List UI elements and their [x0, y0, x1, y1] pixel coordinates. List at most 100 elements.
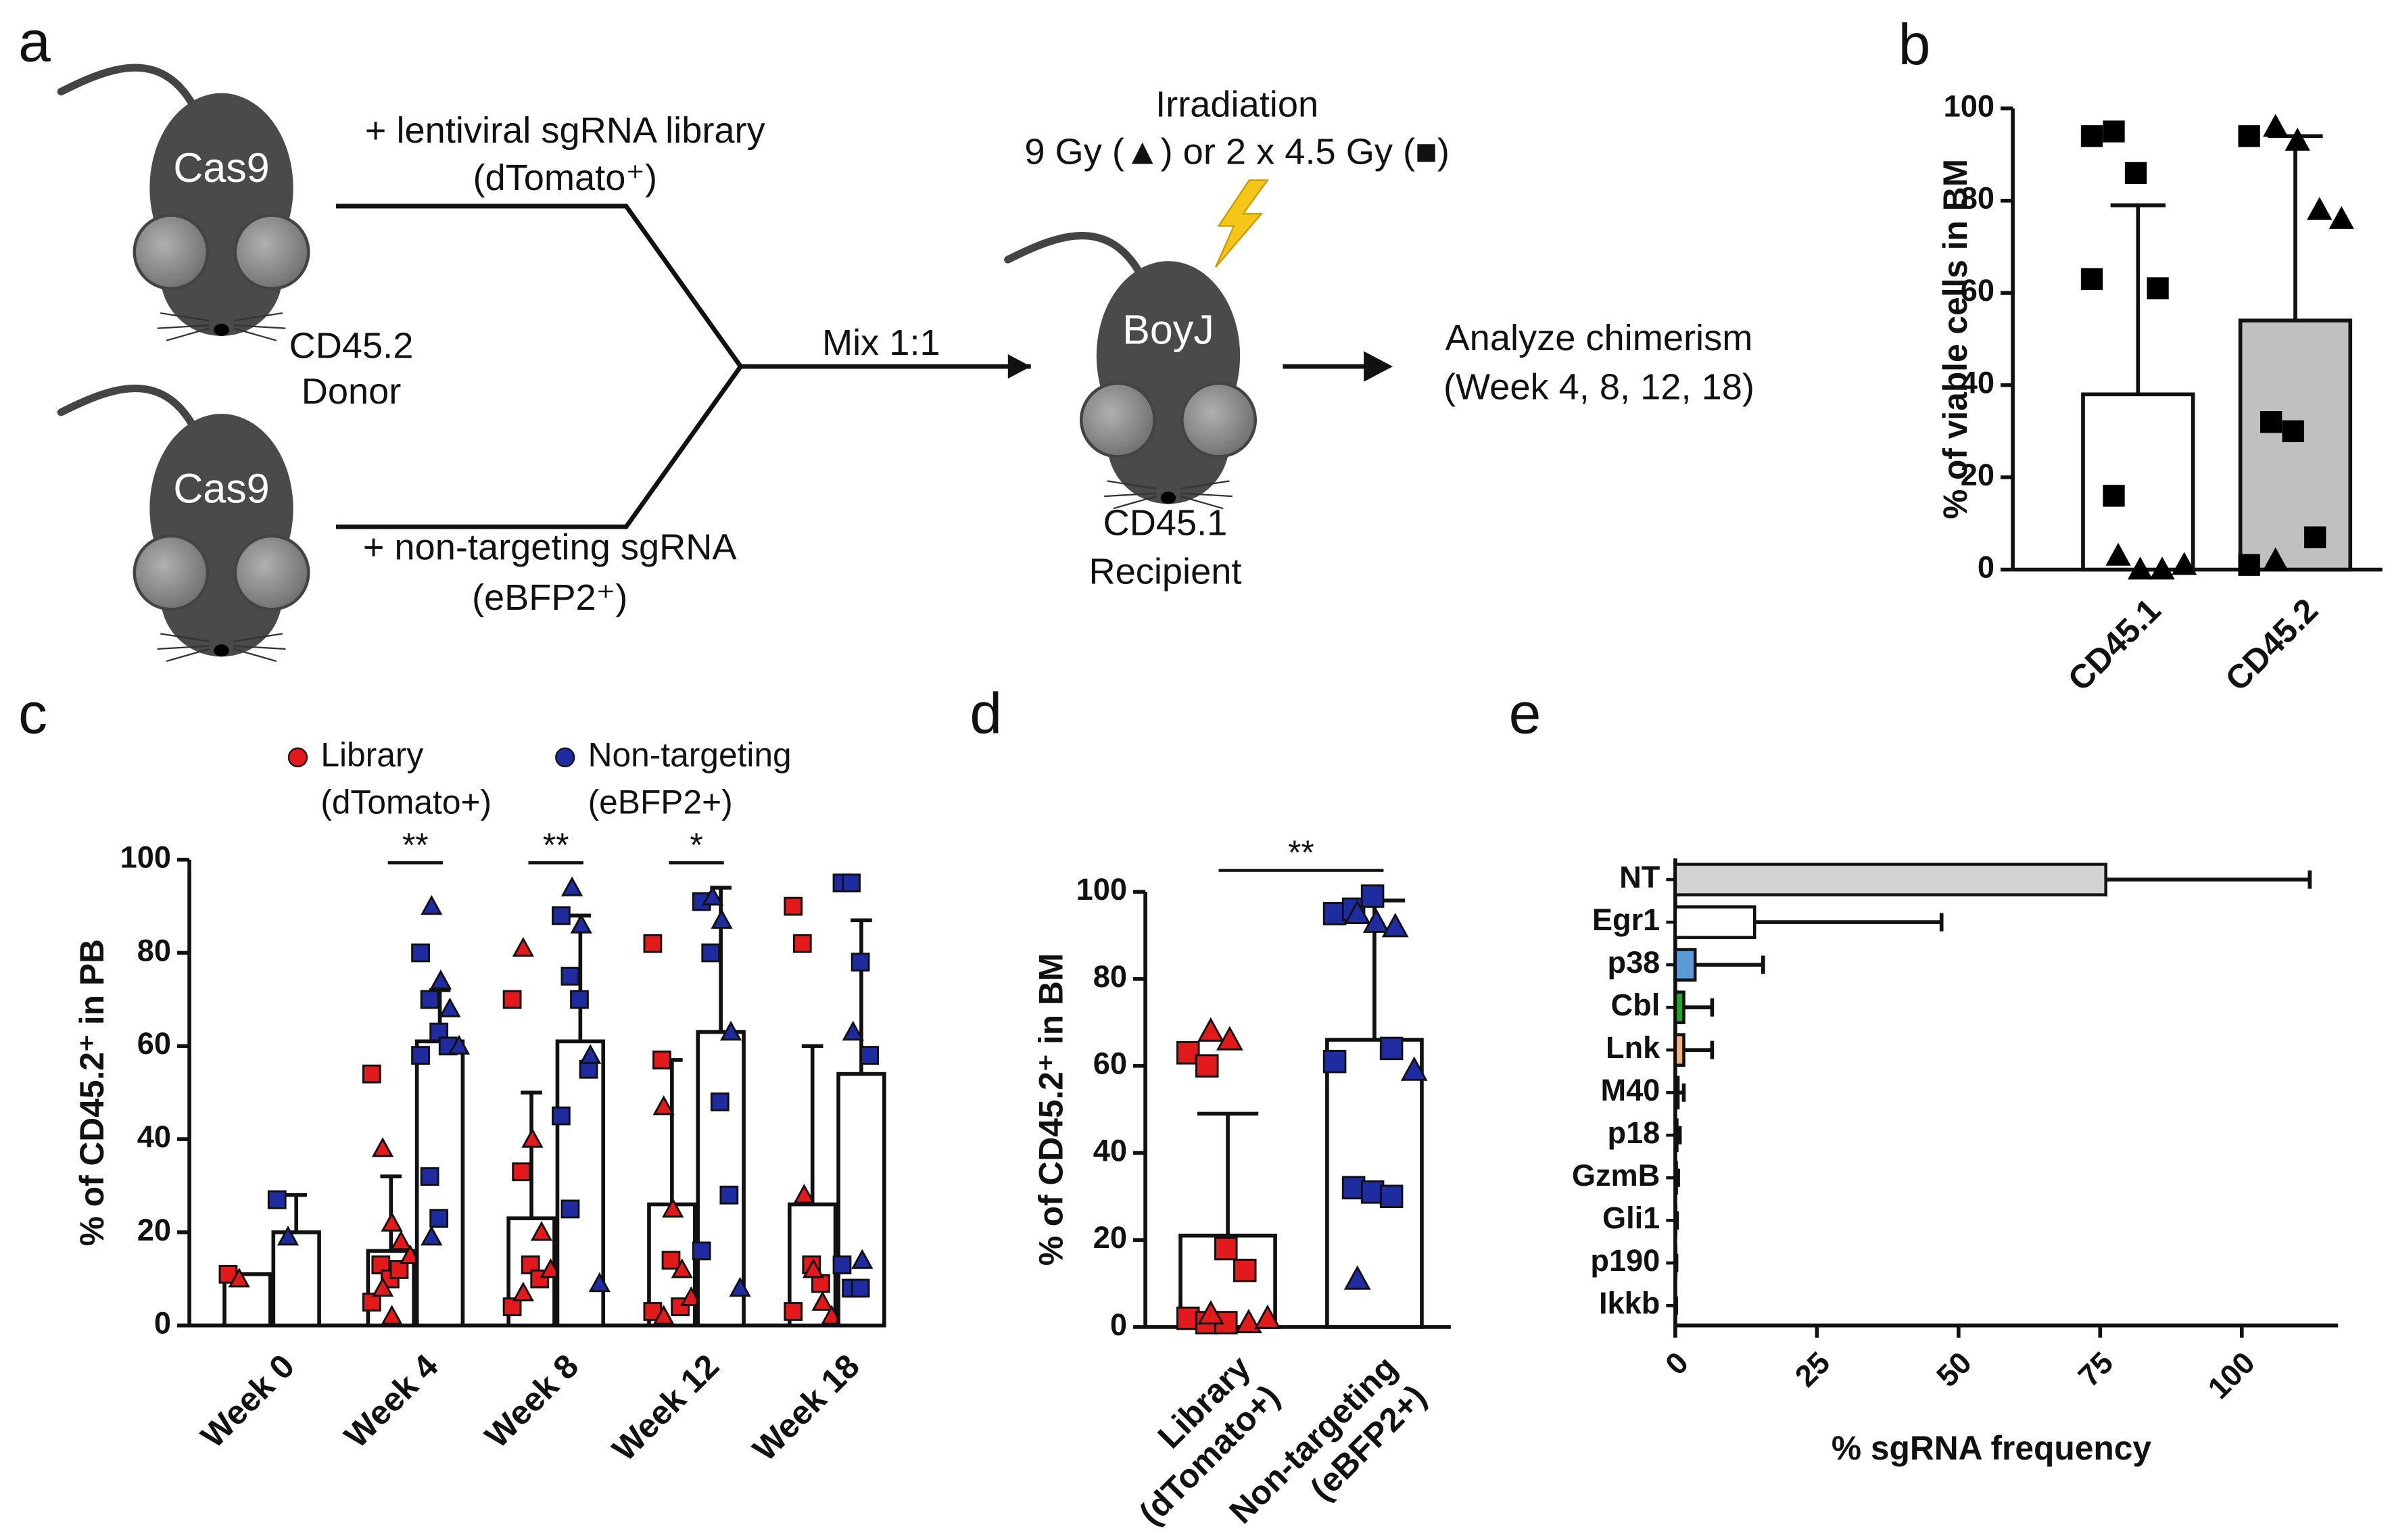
point-triangle: [381, 1305, 403, 1325]
y-tick-label: p190: [1590, 1243, 1660, 1278]
bar: [271, 1230, 321, 1328]
point-square: [267, 1190, 287, 1209]
point-triangle: [652, 1095, 675, 1115]
bar: [1673, 948, 1697, 982]
y-tick-label: 0: [1978, 550, 1994, 584]
bar: [1673, 1118, 1679, 1153]
point-triangle: [2171, 552, 2197, 575]
point-square: [2238, 125, 2260, 147]
point-square: [784, 896, 803, 916]
point-square: [832, 1255, 852, 1274]
point-triangle: [701, 886, 724, 906]
x-tick-label: CD45.1: [2061, 591, 2168, 698]
point-triangle: [2307, 197, 2333, 220]
donor-label: CD45.2: [289, 325, 414, 366]
analysis-label: Analyze chimerism: [1445, 318, 1753, 358]
y-axis-label: % of viable cells in BM: [1936, 159, 1974, 519]
point-triangle: [711, 909, 733, 929]
point-square: [502, 990, 522, 1009]
panel-label: e: [1509, 681, 1541, 746]
point-triangle: [793, 1184, 815, 1204]
point-square: [784, 1302, 803, 1321]
y-tick-label: 60: [137, 1026, 171, 1061]
point-triangle: [1381, 913, 1409, 938]
recipient-label: Recipient: [1089, 552, 1241, 592]
point-square: [842, 873, 861, 893]
point-triangle: [719, 1020, 742, 1041]
point-triangle: [588, 1272, 611, 1293]
point-square: [2282, 420, 2304, 443]
x-tick-label: Week 8: [477, 1347, 585, 1455]
bar: [2238, 318, 2353, 572]
point-square: [643, 934, 663, 953]
legend-marker: [555, 747, 575, 768]
mouse-label: BoyJ: [1122, 307, 1214, 353]
point-square: [671, 1297, 690, 1316]
point-square: [2304, 526, 2326, 548]
y-tick-label: 60: [1961, 273, 1994, 308]
y-tick-label: 40: [1961, 366, 1994, 400]
point-square: [710, 1092, 730, 1111]
legend-label: Library: [320, 736, 423, 773]
point-square: [643, 1302, 663, 1321]
point-square: [692, 1241, 711, 1261]
significance-label: **: [543, 826, 569, 864]
y-tick-label: 80: [1093, 959, 1127, 994]
x-tick-label: 0: [1658, 1345, 1695, 1382]
point-square: [551, 1106, 571, 1126]
x-tick-label: Week 4: [337, 1347, 446, 1455]
point-triangle: [2149, 556, 2175, 580]
point-triangle: [371, 1276, 394, 1297]
point-triangle: [1362, 908, 1390, 933]
point-triangle: [1235, 1309, 1262, 1334]
y-tick-label: Gli1: [1602, 1201, 1660, 1235]
point-square: [411, 943, 430, 963]
point-square: [512, 1162, 531, 1182]
point-square: [2147, 277, 2169, 299]
y-tick-label: 20: [1961, 458, 1994, 492]
bar: [696, 1030, 746, 1328]
point-square: [860, 1046, 880, 1065]
y-tick-label: Egr1: [1592, 903, 1660, 937]
bar: [1673, 990, 1686, 1024]
point-triangle: [1400, 1056, 1428, 1081]
point-triangle: [1343, 1265, 1371, 1290]
bar: [1673, 905, 1756, 939]
panel-label: c: [18, 681, 47, 746]
y-tick-label: M40: [1600, 1073, 1660, 1107]
y-tick-label: Ikkb: [1599, 1286, 1660, 1320]
arrow-head: [1364, 351, 1393, 382]
point-triangle: [1197, 1300, 1224, 1325]
irradiation-label: 9 Gy (▲) or 2 x 4.5 Gy (■): [1024, 131, 1450, 172]
y-tick-label: 40: [1093, 1133, 1127, 1168]
point-triangle: [1254, 1304, 1281, 1329]
point-square: [1360, 884, 1385, 908]
panel-label: d: [970, 681, 1002, 746]
analysis-label: (Week 4, 8, 12, 18): [1443, 366, 1754, 407]
bar: [2081, 392, 2195, 572]
y-tick-label: 0: [1110, 1307, 1127, 1342]
point-triangle: [680, 1286, 702, 1306]
x-tick-label: 25: [1788, 1345, 1837, 1394]
point-square: [420, 1167, 439, 1186]
point-square: [411, 1046, 430, 1065]
bar: [1673, 863, 2107, 896]
y-tick-label: 60: [1093, 1046, 1127, 1081]
donor-mouse: [61, 68, 308, 341]
point-triangle: [390, 1230, 412, 1251]
point-triangle: [851, 1249, 874, 1269]
point-square: [560, 967, 580, 986]
point-square: [2238, 554, 2260, 576]
point-square: [1233, 1258, 1257, 1282]
mouse-label: Cas9: [173, 465, 269, 511]
significance-label: *: [690, 826, 702, 864]
point-triangle: [381, 1211, 403, 1232]
point-square: [1379, 1184, 1404, 1209]
y-tick-label: NT: [1619, 860, 1660, 894]
point-square: [429, 1209, 449, 1228]
point-triangle: [1197, 1017, 1224, 1042]
point-triangle: [1216, 1026, 1243, 1051]
mouse-label: Cas9: [173, 145, 269, 191]
y-tick-label: 80: [137, 933, 171, 967]
y-axis-label: % of CD45.2⁺ in PB: [73, 939, 111, 1246]
